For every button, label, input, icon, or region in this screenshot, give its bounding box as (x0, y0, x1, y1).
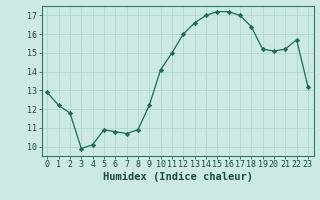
X-axis label: Humidex (Indice chaleur): Humidex (Indice chaleur) (103, 172, 252, 182)
